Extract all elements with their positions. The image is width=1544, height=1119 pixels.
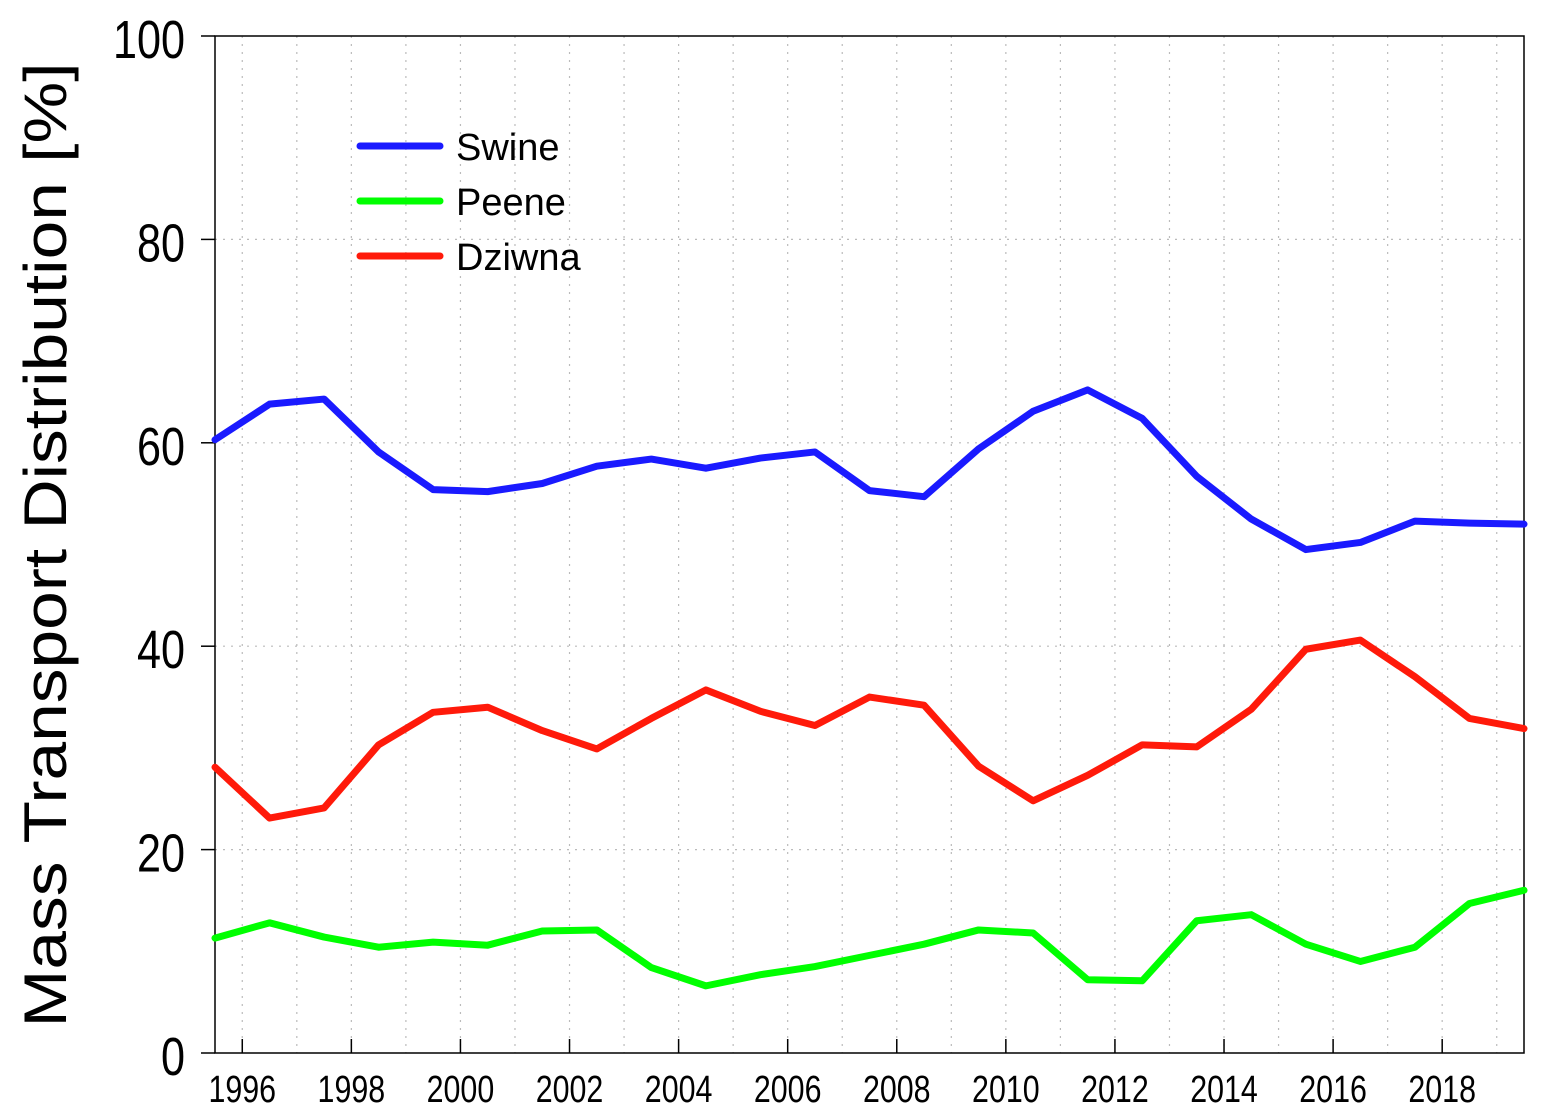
- y-tick-label: 60: [137, 417, 185, 477]
- x-tick-label: 1996: [208, 1069, 276, 1111]
- series-line-peene: [211, 886, 1528, 990]
- legend-label-dziwna: Dziwna: [456, 237, 581, 279]
- x-tick-label: 2010: [972, 1069, 1040, 1111]
- x-tick-label: 2008: [863, 1069, 931, 1111]
- y-tick-label: 80: [137, 214, 185, 274]
- x-tick-label: 2018: [1408, 1069, 1476, 1111]
- x-tick-label: 2006: [754, 1069, 822, 1111]
- y-tick-label: 40: [137, 621, 185, 681]
- y-tick-label: 100: [113, 11, 185, 71]
- x-tick-label: 1998: [318, 1069, 386, 1111]
- axes: 0 20 40 60 80 100 1996 1998 2000 2002 2004 2006 2008…: [113, 11, 1476, 1111]
- series-line-swine: [211, 386, 1528, 554]
- y-tick-label: 0: [161, 1028, 185, 1088]
- grid: [215, 36, 1524, 1053]
- legend: Swine Peene Dziwna: [356, 127, 581, 279]
- legend-label-peene: Peene: [456, 182, 566, 224]
- x-tick-label: 2004: [645, 1069, 713, 1111]
- x-tick-label: 2002: [536, 1069, 604, 1111]
- legend-label-swine: Swine: [456, 127, 560, 169]
- series-lines: [211, 386, 1528, 990]
- y-axis-label: Mass Transport Distribution [%]: [12, 63, 79, 1028]
- x-tick-label: 2012: [1081, 1069, 1149, 1111]
- x-tick-label: 2014: [1190, 1069, 1258, 1111]
- x-tick-label: 2016: [1299, 1069, 1367, 1111]
- plot-frame: [214, 35, 1525, 1054]
- x-tick-label: 2000: [427, 1069, 495, 1111]
- series-line-dziwna: [211, 636, 1528, 822]
- y-tick-label: 20: [137, 824, 185, 884]
